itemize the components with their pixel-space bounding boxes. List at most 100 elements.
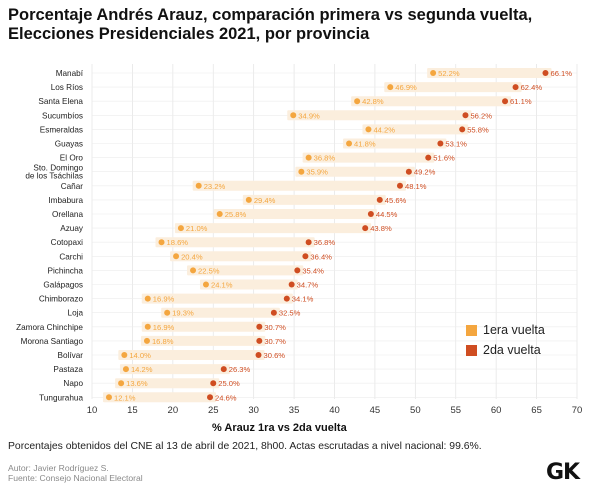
province-label-2: Santa Elena [38, 97, 83, 106]
point-first-round-19 [143, 337, 150, 344]
point-first-round-15 [202, 281, 209, 288]
label-second-round-23: 24.6% [215, 393, 237, 402]
legend-label-second-round: 2da vuelta [483, 343, 541, 357]
x-tick-label-70: 70 [572, 405, 583, 416]
point-second-round-14 [294, 267, 301, 274]
x-tick-label-60: 60 [491, 405, 502, 416]
point-second-round-4 [459, 126, 466, 133]
label-second-round-7: 49.2% [414, 168, 436, 177]
label-first-round-21: 14.2% [131, 365, 153, 374]
label-second-round-14: 35.4% [302, 266, 324, 275]
point-second-round-22 [210, 380, 217, 387]
range-band-22 [115, 378, 220, 389]
data-labels: 52.2% 66.1% 46.9% 62.4% 42.8% 61.1% 34.9% 56.2%… [114, 69, 572, 402]
point-first-round-10 [216, 211, 223, 217]
province-label-21: Pastaza [53, 365, 83, 374]
point-second-round-7 [405, 168, 412, 175]
label-first-round-19: 16.8% [152, 337, 174, 346]
range-band-2 [351, 96, 512, 107]
label-first-round-9: 29.4% [254, 196, 276, 205]
point-second-round-21 [220, 366, 227, 373]
data-points [105, 70, 549, 401]
point-second-round-11 [362, 225, 369, 232]
label-first-round-5: 41.8% [354, 140, 376, 149]
point-first-round-5 [346, 140, 353, 147]
label-second-round-21: 26.3% [229, 365, 251, 374]
x-tick-label-65: 65 [531, 405, 542, 416]
point-second-round-15 [288, 281, 295, 288]
label-first-round-12: 18.6% [167, 238, 189, 247]
province-label-20: Bolívar [58, 351, 84, 360]
range-band-21 [119, 364, 230, 375]
label-first-round-6: 36.8% [314, 154, 336, 163]
point-first-round-23 [105, 394, 112, 401]
province-label-22: Napo [63, 379, 83, 388]
point-first-round-16 [144, 295, 151, 302]
point-first-round-8 [195, 182, 202, 189]
label-second-round-10: 44.5% [376, 210, 398, 219]
province-label-6: El Oro [60, 154, 84, 163]
label-first-round-3: 34.9% [298, 111, 320, 120]
range-band-19 [140, 335, 266, 346]
label-second-round-19: 30.7% [264, 337, 286, 346]
point-first-round-11 [177, 225, 184, 232]
range-band-18 [141, 321, 266, 332]
label-second-round-11: 43.8% [370, 224, 392, 233]
range-band-15 [199, 279, 298, 290]
label-second-round-15: 34.7% [297, 281, 319, 290]
legend-label-first-round: 1era vuelta [483, 323, 545, 337]
y-axis-labels: Manabí Los Ríos Santa Elena Sucumbíos Esmera… [16, 69, 84, 402]
label-second-round-18: 30.7% [264, 323, 286, 332]
x-tick-label-25: 25 [208, 405, 219, 416]
point-first-round-20 [121, 352, 128, 358]
label-first-round-16: 16.9% [153, 295, 175, 304]
x-tick-label-45: 45 [370, 405, 381, 416]
label-second-round-13: 36.4% [310, 252, 332, 261]
point-second-round-16 [283, 295, 290, 302]
x-axis-ticks: 10 15 20 25 30 35 40 45 50 55 60 65 70 [87, 405, 583, 416]
point-second-round-9 [376, 196, 383, 203]
range-band-8 [192, 180, 406, 191]
range-band-20 [118, 350, 265, 360]
legend: 1era vuelta 2da vuelta [466, 320, 545, 360]
x-tick-label-15: 15 [127, 405, 138, 416]
range-bands [102, 68, 552, 403]
point-second-round-0 [542, 70, 549, 76]
point-second-round-20 [255, 352, 262, 358]
legend-swatch-first-round [466, 324, 477, 336]
range-band-11 [174, 223, 372, 234]
range-band-6 [302, 152, 435, 163]
label-first-round-11: 21.0% [186, 224, 208, 233]
label-second-round-16: 34.1% [292, 295, 314, 304]
point-second-round-2 [502, 98, 509, 105]
label-second-round-20: 30.6% [264, 351, 286, 360]
province-label-23: Tungurahua [39, 393, 83, 402]
label-second-round-1: 62.4% [521, 83, 543, 92]
province-label-11: Azuay [60, 224, 84, 233]
label-first-round-20: 14.0% [129, 351, 151, 360]
point-second-round-6 [425, 154, 432, 161]
point-first-round-9 [245, 196, 252, 203]
range-band-7 [295, 166, 415, 177]
point-first-round-2 [354, 98, 361, 105]
point-first-round-14 [190, 267, 197, 274]
label-second-round-17: 32.5% [279, 309, 301, 318]
legend-item-first-round: 1era vuelta [466, 320, 545, 340]
point-second-round-10 [367, 211, 374, 217]
range-band-14 [187, 265, 304, 276]
province-label-17: Loja [68, 309, 84, 318]
point-first-round-13 [173, 253, 180, 260]
gk-logo: GK [546, 460, 580, 485]
range-band-9 [242, 194, 386, 205]
range-band-3 [287, 110, 472, 121]
province-label-15: Galápagos [43, 281, 83, 290]
point-first-round-6 [305, 154, 312, 161]
point-first-round-21 [122, 366, 129, 373]
range-band-5 [343, 138, 447, 149]
label-second-round-4: 55.8% [467, 125, 489, 134]
label-first-round-17: 19.3% [172, 309, 194, 318]
label-first-round-22: 13.6% [126, 379, 148, 388]
x-tick-label-20: 20 [168, 405, 179, 416]
label-first-round-7: 35.9% [306, 168, 328, 177]
province-label-9: Imbabura [48, 196, 83, 205]
